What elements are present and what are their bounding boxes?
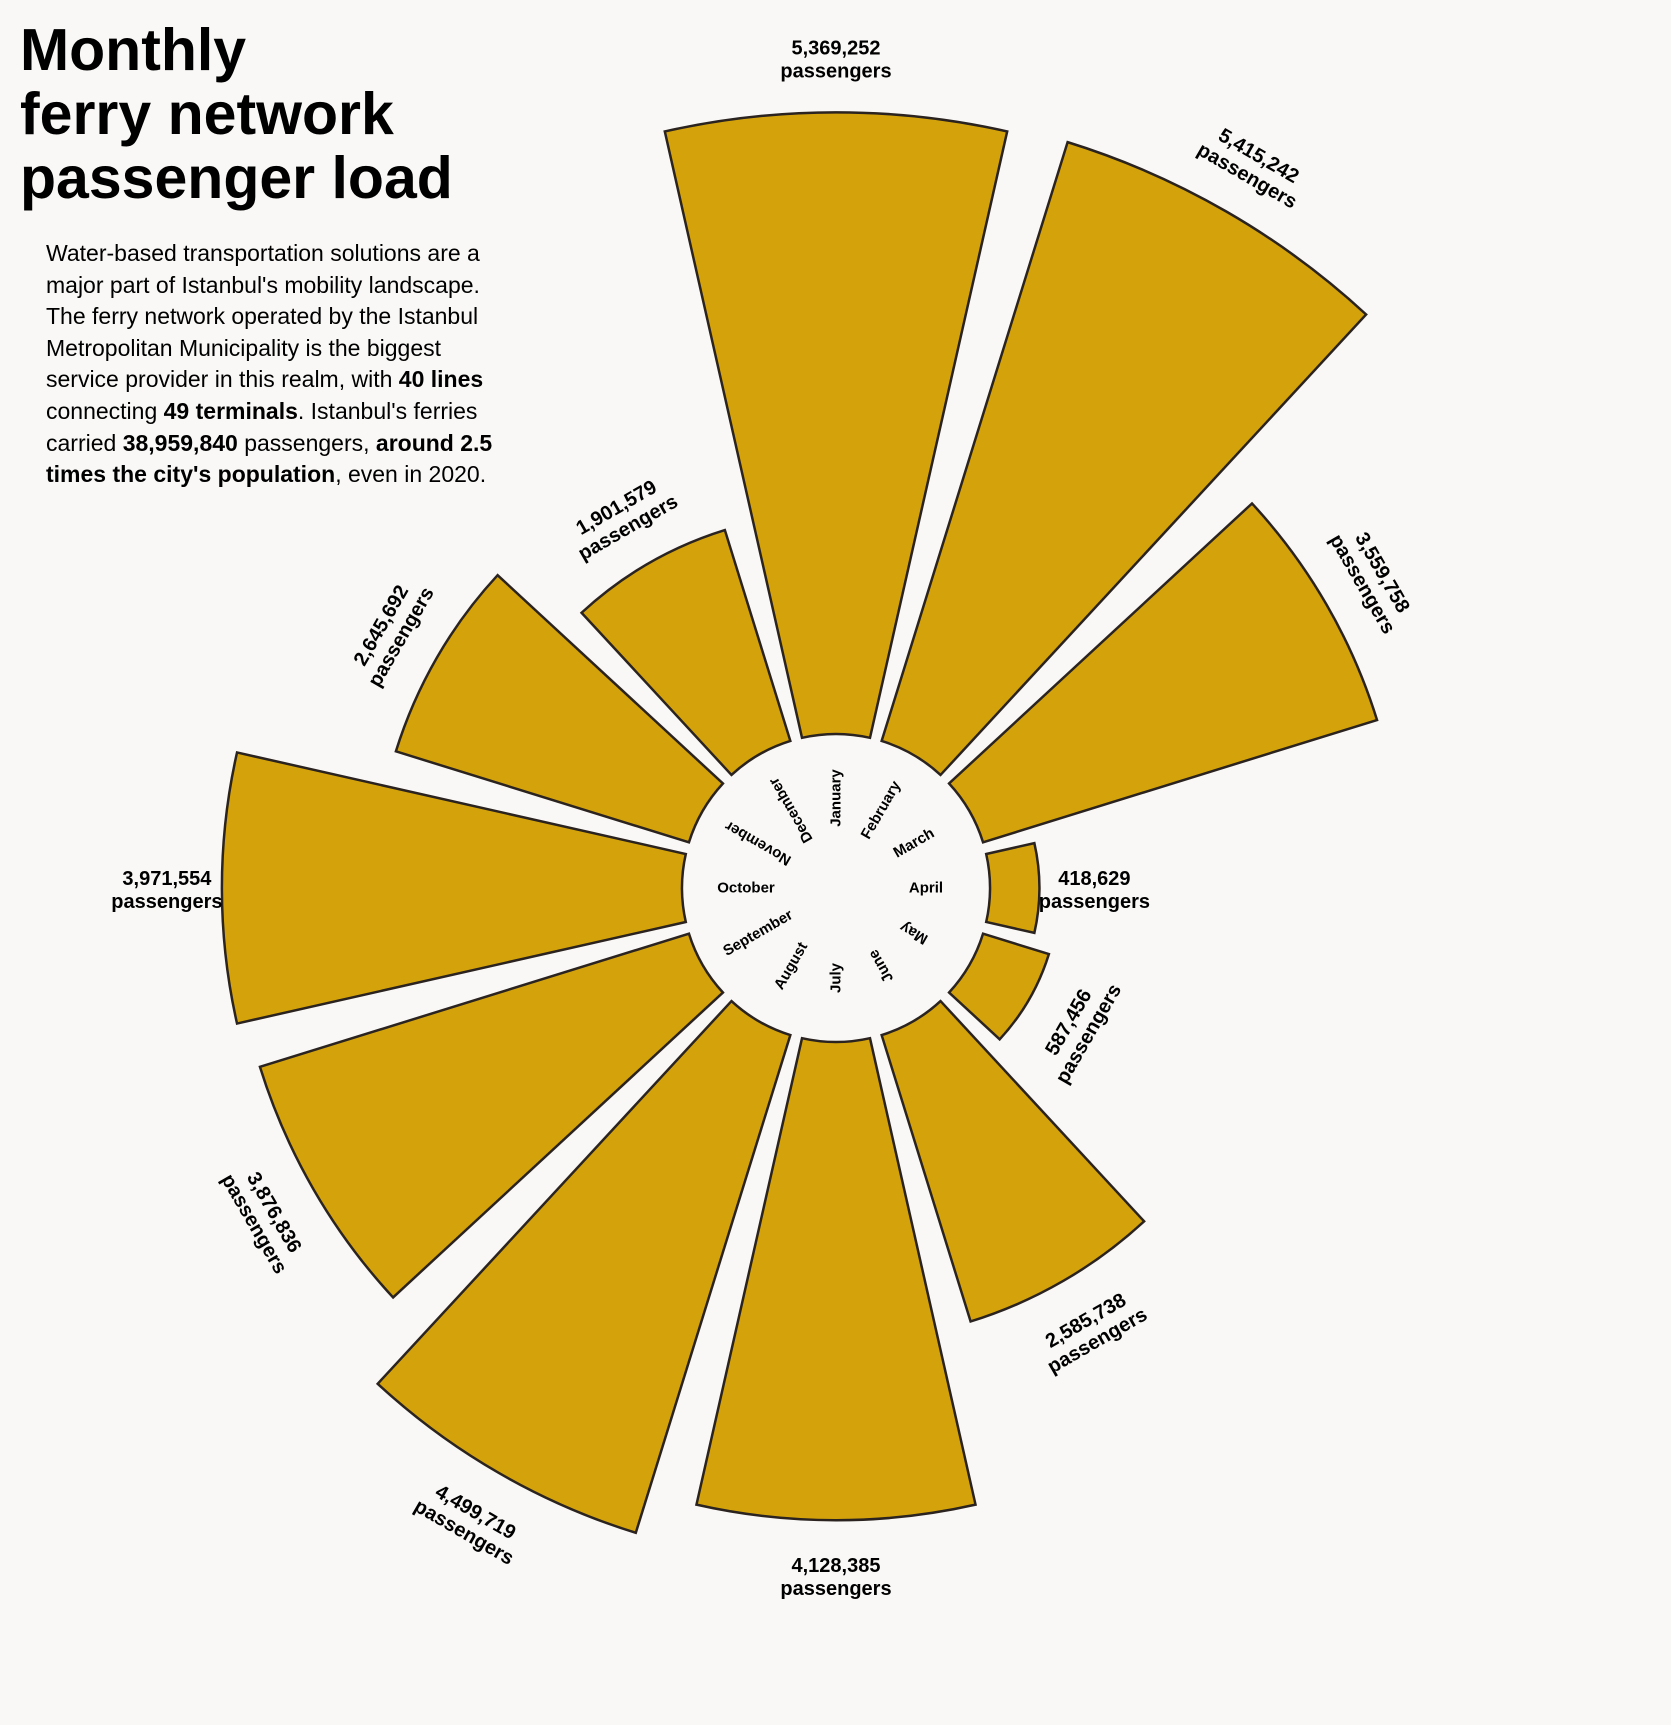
value-unit: passengers [780,60,891,82]
bar-february [880,140,1368,777]
month-label-november: November [722,817,794,868]
value-label-february: 5,415,242passengers [1193,119,1312,214]
value-label-october: 3,971,554 passengers [111,868,222,913]
intro-text: connecting [46,397,164,424]
chart-title-line: Monthly [20,17,247,83]
value-label-june: 2,585,738passengers [1032,1284,1151,1379]
intro-highlight: 49 terminals [163,397,298,424]
value-number: 418,629 [1058,868,1130,890]
intro-highlight: around 2.5 times the city's population [46,429,493,488]
month-label-february: February [858,777,905,842]
month-label-april: April [909,880,943,897]
month-label-august: August [771,939,812,992]
value-label-november: 2,645,692passengers [344,572,439,691]
month-label-july: July [828,962,845,993]
month-label-september: September [720,906,796,960]
intro-text: , even in 2020. [335,461,487,488]
value-number: 5,369,252 [792,37,881,59]
bar-may [947,932,1051,1042]
value-label-march: 3,559,758passengers [1325,519,1420,638]
bars-group [220,111,1379,1535]
bar-march [947,501,1379,844]
intro-text: Water-based transportation solutions are… [46,240,480,393]
month-label-march: March [891,825,938,862]
value-number: 4,128,385 [792,1555,881,1577]
bar-august [375,999,792,1535]
month-label-may: May [896,918,930,948]
chart-title: Monthly ferry network passenger load [20,18,453,210]
bar-october [220,750,688,1026]
intro-highlight: 38,959,840 [122,429,238,456]
intro-text: . Istanbul's ferries carried [46,397,478,456]
month-label-january: January [828,769,845,827]
value-unit: passengers [111,891,222,913]
bar-december [579,528,792,777]
bar-january [663,111,1009,740]
intro-paragraph: Water-based transportation solutions are… [46,238,516,491]
value-label-september: 3,876,836passengers [217,1159,312,1278]
value-label-august: 4,499,719passengers [410,1475,529,1570]
bar-september [258,932,725,1300]
bar-july [694,1036,978,1522]
month-label-december: December [765,774,816,845]
intro-highlight: 40 lines [398,366,484,393]
value-label-may: 587,456passengers [1032,969,1127,1088]
chart-title-line: ferry network [20,81,394,147]
value-label-july: 4,128,385 passengers [780,1555,891,1600]
bar-november [394,573,725,844]
month-label-october: October [717,880,775,897]
intro-text: passengers, [237,429,376,456]
value-label-january: 5,369,252 passengers [780,37,891,82]
value-label-december: 1,901,579passengers [563,471,682,566]
value-unit: passengers [780,1578,891,1600]
value-unit: passengers [1039,891,1150,913]
chart-title-line: passenger load [20,145,453,211]
month-label-june: June [865,947,897,986]
value-number: 3,971,554 [122,868,212,890]
bar-april [984,841,1041,935]
value-label-april: 418,629 passengers [1039,868,1150,913]
bar-june [880,999,1146,1324]
